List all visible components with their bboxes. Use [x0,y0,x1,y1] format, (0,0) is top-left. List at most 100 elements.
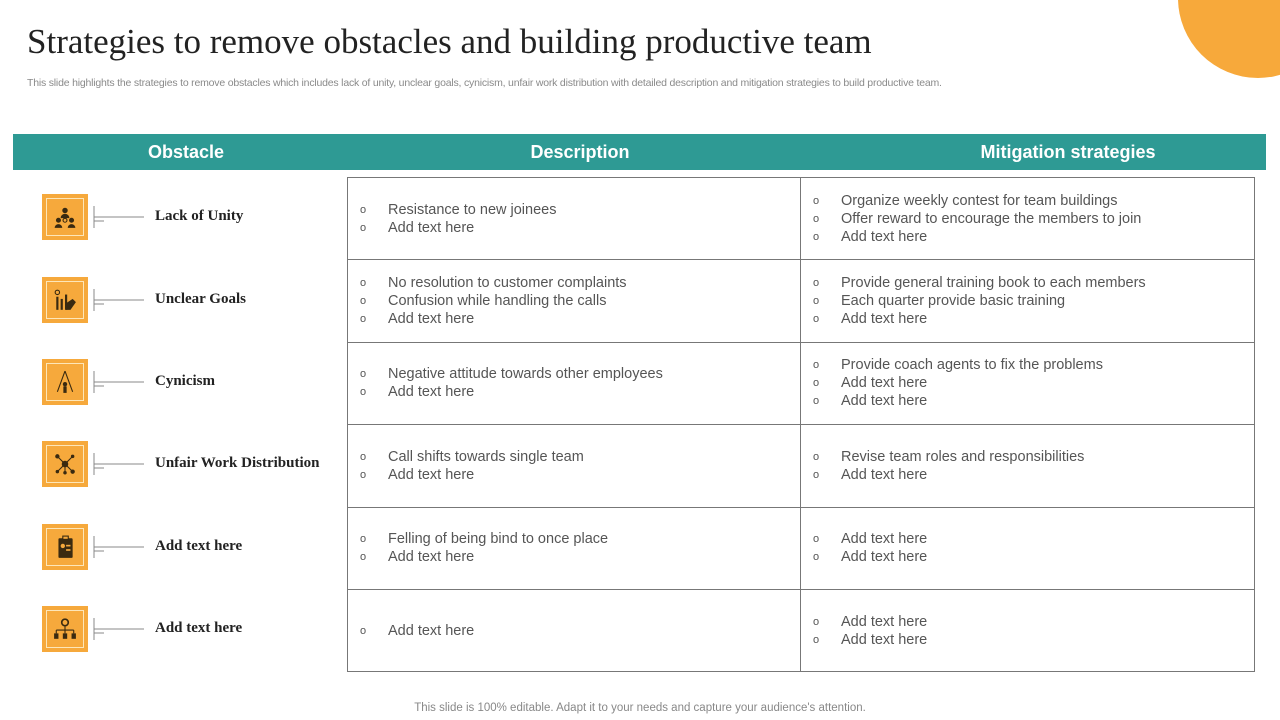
obstacle-item: Unfair Work Distribution [42,441,442,487]
bullet-item: o Add text here [358,310,800,328]
bullet-item: o Provide general training book to each m… [811,274,1254,292]
bullet-text: Revise team roles and responsibilities [841,448,1085,465]
bullet-marker: o [813,377,820,390]
bullet-text: Resistance to new joinees [388,201,557,218]
bullet-text: Provide coach agents to fix the problems [841,357,1103,374]
bullet-text: Call shifts towards single team [388,448,584,465]
bullet-marker: o [813,295,820,308]
description-cell: o No resolution to customer complaints o Co… [348,260,801,342]
bullet-item: o Add text here [811,228,1254,246]
bullet-item: o Provide coach agents to fix the problem… [811,356,1254,374]
mitigation-cell: o Add text here o Add text here [801,590,1254,671]
bullet-marker: o [813,468,820,481]
bullet-marker: o [360,295,367,308]
bullet-text: Add text here [388,311,475,328]
mitigation-cell: o Organize weekly contest for team buildi… [801,178,1254,259]
header-description: Description [530,142,630,162]
person-triangle-icon [42,359,88,405]
bullet-marker: o [360,277,367,290]
footer-note: This slide is 100% editable. Adapt it to… [414,702,866,714]
bullet-item: o Add text here [811,530,1254,548]
bullet-item: o Revise team roles and responsibilities [811,448,1254,466]
table-row: o Negative attitude towards other employe… [348,342,1254,426]
bullet-marker: o [813,395,820,408]
bullet-text: Add text here [841,311,928,328]
obstacle-label: Add text here [155,620,243,636]
bullet-text: Add text here [841,631,928,648]
bullet-item: o Add text here [811,613,1254,631]
obstacle-label: Cynicism [155,373,215,389]
org-hierarchy-icon [42,606,88,652]
bullet-item: o Add text here [811,374,1254,392]
header-mitigation: Mitigation strategies [980,142,1156,162]
bullet-text: Felling of being bind to once place [388,531,609,548]
connector-line [93,536,144,558]
connector-line [93,206,144,228]
obstacle-item: Add text here [42,524,442,570]
description-cell: o Felling of being bind to once place o Add… [348,507,801,589]
bullet-text: Add text here [841,466,928,483]
bullet-item: o Negative attitude towards other employe… [358,365,800,383]
team-people-icon [42,194,88,240]
table-row: o No resolution to customer complaints o Co… [348,260,1254,343]
bullet-text: Add text here [841,228,928,245]
table-header: Obstacle Description Mitigation strategi… [13,134,1266,170]
description-cell: o Negative attitude towards other employe… [348,342,801,425]
bullet-text: Offer reward to encourage the members to… [841,210,1142,227]
bullet-marker: o [360,221,367,234]
bullet-item: o Add text here [358,548,800,566]
bullet-text: Add text here [841,393,928,410]
bullet-text: Each quarter provide basic training [841,293,1066,310]
bullet-item: o Resistance to new joinees [358,201,800,219]
bullet-item: o Call shifts towards single team [358,448,800,466]
bullet-marker: o [813,313,820,326]
bullet-text: Add text here [388,384,475,401]
bullet-marker: o [360,368,367,381]
mitigation-cell: o Provide general training book to each m… [801,260,1254,341]
bullet-marker: o [813,615,820,628]
growth-chart-hand-icon [42,277,88,323]
obstacle-label: Unclear Goals [155,291,246,307]
bullet-marker: o [360,203,367,216]
bullet-text: Negative attitude towards other employee… [388,366,663,383]
bullet-text: Add text here [388,219,475,236]
bullet-marker: o [813,230,820,243]
bullet-item: o Each quarter provide basic training [811,292,1254,310]
bullet-text: Add text here [841,375,928,392]
bullet-item: o Add text here [358,219,800,237]
page-title: Strategies to remove obstacles and build… [27,22,872,61]
mitigation-cell: o Add text here o Add text here [801,508,1254,589]
bullet-item: o Add text here [811,631,1254,649]
bullet-marker: o [360,624,367,637]
network-people-icon [42,441,88,487]
obstacle-item: Unclear Goals [42,277,442,323]
bullet-marker: o [813,533,820,546]
bullet-text: Provide general training book to each me… [841,275,1146,292]
bullet-marker: o [360,313,367,326]
obstacle-item: Cynicism [42,359,442,405]
bullet-text: No resolution to customer complaints [388,275,627,292]
page-subtitle: This slide highlights the strategies to … [27,77,942,89]
bullet-marker: o [360,533,367,546]
bullet-text: Add text here [841,549,928,566]
obstacle-label: Add text here [155,538,243,554]
bullet-marker: o [360,450,367,463]
bullet-marker: o [360,468,367,481]
bullet-item: o Add text here [358,466,800,484]
connector-line [93,289,144,311]
bullet-item: o Add text here [358,622,800,640]
mitigation-cell: o Provide coach agents to fix the problem… [801,343,1254,424]
bullet-text: Confusion while handling the calls [388,293,607,310]
obstacle-item: Lack of Unity [42,194,442,240]
description-cell: o Add text here [348,589,801,672]
obstacle-label: Lack of Unity [155,208,244,224]
bullet-marker: o [813,450,820,463]
bullet-text: Add text here [841,613,928,630]
bullet-item: o Felling of being bind to once place [358,530,800,548]
connector-line [93,618,144,640]
obstacle-label: Unfair Work Distribution [155,455,320,471]
decorative-circle [1178,0,1280,78]
bullet-item: o Add text here [811,466,1254,484]
table-row: o Call shifts towards single team o Add tex… [348,425,1254,508]
bullet-text: Add text here [388,622,475,639]
